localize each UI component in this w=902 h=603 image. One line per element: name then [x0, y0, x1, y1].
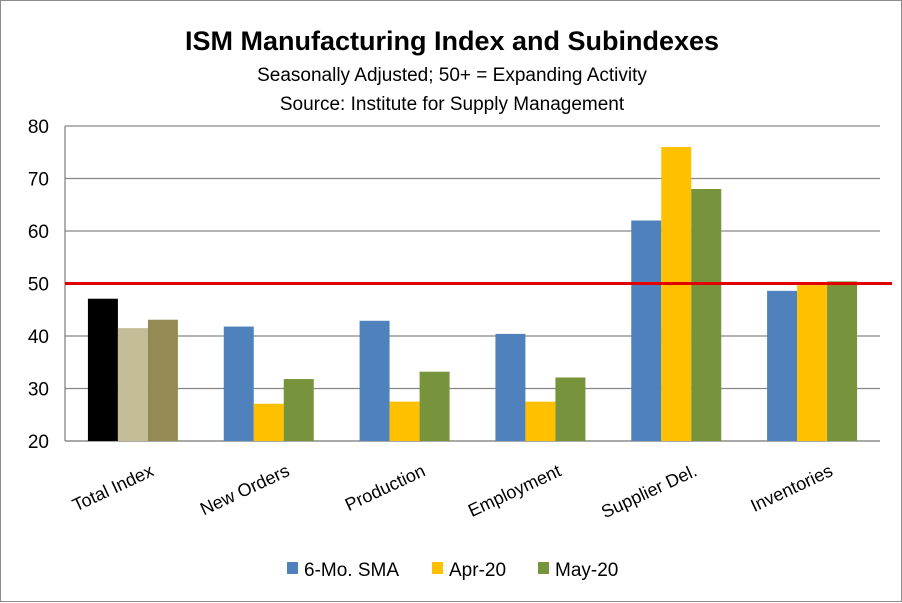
- y-tick-label: 30: [28, 380, 49, 401]
- bar-total-index-apr-20: [117, 328, 148, 441]
- bar-production-apr-20: [389, 401, 420, 441]
- bar-inventories-may-20: [827, 281, 858, 441]
- y-tick-label: 20: [28, 432, 49, 453]
- y-tick-label: 50: [28, 275, 49, 296]
- legend: 6-Mo. SMA Apr-20 May-20: [287, 560, 618, 581]
- chart-subtitle-line-1: Seasonally Adjusted; 50+ = Expanding Act…: [257, 65, 647, 86]
- x-tick-label: Total Index: [69, 460, 156, 515]
- bar-employment-may-20: [555, 377, 586, 441]
- bar-new-orders-may-20: [283, 379, 314, 441]
- bar-new-orders-6-mo-sma: [223, 326, 254, 441]
- bar-supplier-del-6-mo-sma: [631, 220, 662, 441]
- y-tick-label: 70: [28, 170, 49, 191]
- bar-employment-6-mo-sma: [495, 333, 526, 441]
- chart-title: ISM Manufacturing Index and Subindexes: [185, 26, 719, 56]
- bar-inventories-apr-20: [797, 285, 828, 441]
- x-tick-label: Production: [342, 460, 428, 514]
- bar-supplier-del-may-20: [691, 189, 722, 441]
- x-tick-label: Inventories: [748, 460, 836, 515]
- legend-swatch-may-20: [538, 562, 549, 574]
- legend-label: May-20: [555, 560, 618, 581]
- x-tick-label: New Orders: [197, 460, 292, 519]
- bar-employment-apr-20: [525, 401, 556, 441]
- x-tick-label: Employment: [465, 460, 564, 520]
- bar-inventories-6-mo-sma: [767, 290, 798, 441]
- plot-area: 20 30 40 50 60 70 80 Total Index New Orders Produ…: [28, 117, 892, 522]
- bar-total-index-6-mo-sma: [87, 298, 118, 441]
- bar-supplier-del-apr-20: [661, 147, 692, 441]
- x-tick-label: Supplier Del.: [598, 460, 700, 522]
- bar-new-orders-apr-20: [253, 403, 284, 441]
- legend-swatch-6-mo-sma: [287, 562, 298, 574]
- chart-subtitle-line-2: Source: Institute for Supply Management: [280, 94, 625, 115]
- y-tick-label: 40: [28, 327, 49, 348]
- legend-swatch-apr-20: [432, 562, 443, 574]
- bar-total-index-may-20: [147, 319, 178, 441]
- bar-production-may-20: [419, 371, 450, 441]
- y-tick-label: 60: [28, 222, 49, 243]
- legend-label: 6-Mo. SMA: [304, 560, 399, 581]
- y-tick-label: 80: [28, 117, 49, 138]
- bar-production-6-mo-sma: [359, 320, 390, 441]
- legend-label: Apr-20: [449, 560, 506, 581]
